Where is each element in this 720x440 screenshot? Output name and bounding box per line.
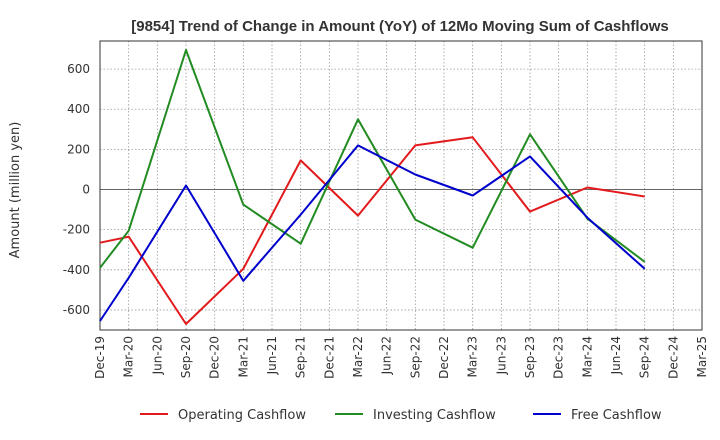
x-tick-label: Dec-19	[93, 336, 107, 379]
x-tick-label: Jun-23	[494, 336, 508, 375]
y-tick-labels: -600 -400 -200 0 200 400 600	[63, 62, 90, 317]
y-tick-label: 600	[67, 62, 90, 76]
x-tick-label: Sep-23	[523, 336, 537, 378]
x-tick-label: Mar-23	[466, 336, 480, 377]
plot-frame	[99, 40, 703, 331]
x-tick-label: Sep-24	[638, 336, 652, 378]
x-tick-label: Sep-22	[408, 336, 422, 378]
y-tick-label: -400	[63, 263, 90, 277]
y-tick-label: 400	[67, 102, 90, 116]
x-tick-label: Dec-22	[437, 336, 451, 379]
y-tick-label: 200	[67, 142, 90, 156]
x-tick-label: Dec-23	[552, 336, 566, 379]
legend-label: Free Cashflow	[571, 408, 662, 423]
x-tick-label: Dec-21	[322, 336, 336, 379]
series-line	[99, 136, 645, 325]
series-line	[99, 49, 646, 269]
legend: Operating Cashflow Investing Cashflow Free…	[140, 408, 662, 423]
grid	[100, 41, 702, 330]
x-tick-label: Jun-21	[265, 336, 279, 375]
x-tick-label: Jun-20	[150, 336, 164, 375]
x-tick-label: Mar-25	[695, 336, 709, 377]
y-tick-label: 0	[82, 183, 90, 197]
x-tick-label: Dec-24	[666, 336, 680, 379]
series-lines	[99, 49, 646, 325]
x-tick-labels: Dec-19 Mar-20 Jun-20 Sep-20 Dec-20 Mar-21 Jun-…	[93, 336, 709, 379]
x-tick-label: Jun-22	[380, 336, 394, 375]
x-tick-label: Mar-20	[122, 336, 136, 377]
y-axis-label: Amount (million yen)	[8, 122, 23, 259]
x-tick-label: Mar-22	[351, 336, 365, 377]
y-tick-label: -600	[63, 303, 90, 317]
x-tick-label: Sep-21	[294, 336, 308, 378]
y-tick-label: -200	[63, 223, 90, 237]
x-tick-label: Jun-24	[609, 336, 623, 375]
legend-label: Operating Cashflow	[178, 408, 306, 423]
legend-label: Investing Cashflow	[373, 408, 496, 423]
chart-title: [9854] Trend of Change in Amount (YoY) o…	[131, 18, 669, 35]
x-tick-label: Mar-21	[236, 336, 250, 377]
x-tick-label: Mar-24	[580, 336, 594, 377]
series-line	[99, 144, 646, 322]
x-tick-label: Dec-20	[208, 336, 222, 379]
x-tick-label: Sep-20	[179, 336, 193, 378]
